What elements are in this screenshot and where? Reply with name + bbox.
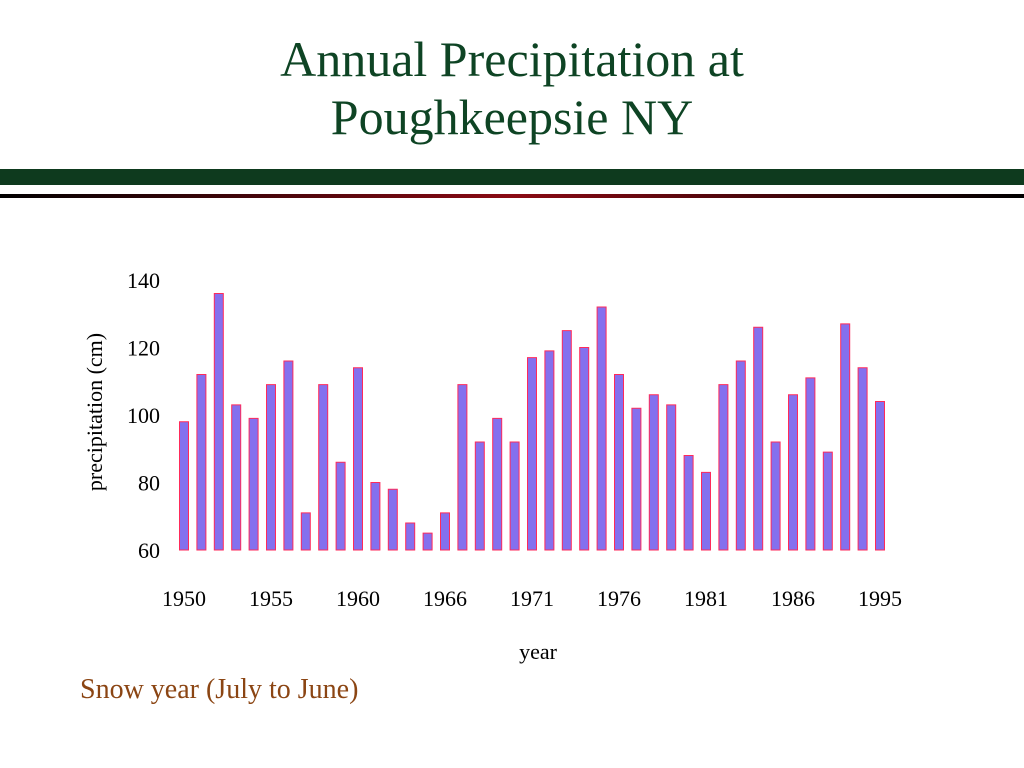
title-divider-thick (0, 169, 1024, 185)
x-tick-label: 1960 (336, 586, 380, 611)
bar-13 (405, 522, 416, 551)
slide-title-line-2: Poughkeepsie NY (330, 89, 694, 145)
bar-27 (648, 394, 659, 551)
bar-16 (457, 384, 468, 551)
title-divider-thin (0, 194, 1024, 198)
y-tick-label: 80 (138, 471, 160, 496)
slide-title: Annual Precipitation at Poughkeepsie NY (0, 30, 1024, 146)
y-tick-label: 140 (127, 268, 160, 293)
bar-2 (213, 293, 224, 551)
x-tick-labels: 1950 1955 1960 1966 1971 1976 1981 1986 1995 (162, 586, 902, 611)
x-tick-label: 1995 (858, 586, 902, 611)
bar-23 (579, 347, 590, 551)
bar-31 (718, 384, 729, 551)
y-axis-label: precipitation (cm) (82, 333, 107, 491)
y-tick-label: 100 (127, 403, 160, 428)
bar-38 (840, 323, 851, 551)
bar-34 (770, 441, 781, 551)
bar-36 (805, 377, 816, 551)
y-tick-label: 60 (138, 538, 160, 563)
bar-28 (666, 404, 677, 551)
bar-1 (196, 374, 207, 551)
x-tick-label: 1981 (684, 586, 728, 611)
y-tick-label: 120 (127, 336, 160, 361)
bar-12 (387, 488, 398, 551)
bar-26 (631, 407, 642, 551)
bar-14 (422, 532, 433, 551)
x-axis-label: year (519, 639, 558, 664)
bar-22 (561, 330, 572, 551)
bar-3 (231, 404, 242, 551)
bar-9 (335, 461, 346, 551)
bar-17 (474, 441, 485, 551)
x-tick-label: 1966 (423, 586, 467, 611)
bar-32 (735, 360, 746, 551)
bar-29 (683, 455, 694, 551)
x-tick-label: 1955 (249, 586, 293, 611)
x-tick-label: 1971 (510, 586, 554, 611)
bar-19 (509, 441, 520, 551)
bar-25 (614, 374, 624, 551)
x-tick-label: 1976 (597, 586, 641, 611)
bar-11 (370, 482, 381, 551)
slide-title-line-1: Annual Precipitation at (280, 31, 744, 87)
x-tick-label: 1986 (771, 586, 815, 611)
bar-37 (822, 451, 833, 551)
bar-30 (701, 471, 711, 551)
bar-20 (527, 357, 537, 551)
bar-6 (283, 360, 294, 551)
bar-8 (318, 384, 329, 551)
bar-7 (300, 512, 311, 551)
bar-18 (492, 417, 503, 551)
bar-39 (857, 367, 868, 551)
bar-40 (875, 401, 885, 551)
bar-series (179, 293, 885, 551)
bar-5 (266, 384, 276, 551)
bar-21 (544, 350, 555, 551)
bar-10 (353, 367, 363, 551)
bar-24 (596, 306, 607, 551)
bar-15 (440, 512, 450, 551)
bar-35 (788, 394, 798, 551)
x-tick-label: 1950 (162, 586, 206, 611)
bar-33 (753, 326, 764, 551)
bar-4 (248, 417, 259, 551)
footnote: Snow year (July to June) (80, 674, 359, 705)
y-tick-labels: 60 80 100 120 140 (127, 268, 160, 563)
bar-0 (179, 421, 189, 551)
